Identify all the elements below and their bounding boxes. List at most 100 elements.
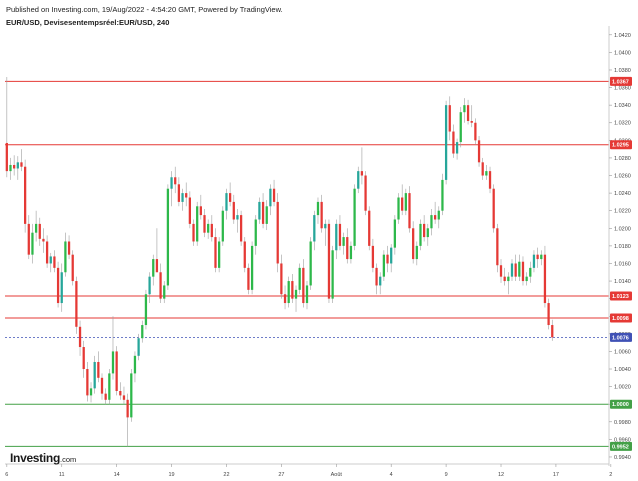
candle-body xyxy=(174,177,177,185)
candle xyxy=(342,232,345,255)
candle-body xyxy=(265,206,268,224)
candle-body xyxy=(408,193,411,229)
candle-body xyxy=(401,197,404,211)
candle xyxy=(155,228,159,273)
candle-body xyxy=(82,347,85,370)
candle xyxy=(126,393,129,447)
candle xyxy=(119,382,122,400)
candle-body xyxy=(397,197,400,220)
candle xyxy=(67,235,71,260)
candle-body xyxy=(382,254,386,277)
candle-body xyxy=(188,197,191,224)
candle-body xyxy=(507,276,510,282)
candle-body xyxy=(159,272,162,299)
candle xyxy=(148,272,151,304)
candle-body xyxy=(316,201,320,216)
candle xyxy=(221,206,224,246)
candle xyxy=(122,386,126,405)
x-tick-label: 4 xyxy=(390,472,393,478)
candle xyxy=(540,250,543,266)
candle-body xyxy=(137,338,140,356)
candle-body xyxy=(393,219,396,248)
candle xyxy=(305,281,309,310)
candle xyxy=(163,281,166,304)
x-tick-label: 6 xyxy=(5,472,8,478)
candle-body xyxy=(228,193,232,202)
candle-body xyxy=(89,388,93,396)
candle-body xyxy=(485,171,488,176)
candle-body xyxy=(75,281,78,327)
candle xyxy=(207,219,210,239)
candle xyxy=(5,77,8,178)
candle xyxy=(426,223,429,246)
candle xyxy=(104,388,107,405)
candle xyxy=(488,166,492,194)
candle xyxy=(521,256,525,286)
candle-body xyxy=(536,254,539,260)
candle-body xyxy=(100,377,104,394)
candle-body xyxy=(298,267,301,290)
candle-body xyxy=(433,215,437,220)
level-badge-label: 1.0367 xyxy=(612,79,629,85)
x-tick-label: 2 xyxy=(609,472,612,478)
candle xyxy=(108,369,111,405)
candle-body xyxy=(335,223,338,251)
y-tick-label: 0.9960 xyxy=(614,437,631,443)
candle xyxy=(159,263,162,304)
candle xyxy=(181,188,184,211)
candle-body xyxy=(221,210,224,242)
candle xyxy=(357,166,360,194)
candle xyxy=(115,346,118,396)
candle xyxy=(397,193,400,224)
candle-body xyxy=(452,131,455,154)
y-tick-label: 1.0220 xyxy=(614,209,631,215)
candle xyxy=(386,245,389,273)
candle xyxy=(283,285,287,310)
candle-body xyxy=(23,166,27,224)
candle xyxy=(492,184,495,233)
candle-body xyxy=(45,241,49,264)
candle xyxy=(551,319,554,341)
candle xyxy=(97,351,100,383)
candle-body xyxy=(166,188,170,286)
candle xyxy=(529,261,532,283)
candle-body xyxy=(210,223,213,238)
candle-body xyxy=(34,223,38,233)
candle xyxy=(379,272,382,295)
candle xyxy=(218,237,221,273)
candle-body xyxy=(276,201,279,264)
candle-body xyxy=(280,263,283,295)
candle-body xyxy=(133,355,137,374)
level-badges: 1.0367 1.0295 1.0123 1.0098 1.0076 1.0000 0.99… xyxy=(610,76,632,451)
candle-body xyxy=(331,250,334,299)
level-badge xyxy=(610,399,632,409)
candle-body xyxy=(327,223,331,299)
level-badge-label: 1.0295 xyxy=(612,143,629,149)
candle-body xyxy=(375,267,378,286)
candle-body xyxy=(38,223,41,239)
candle-body xyxy=(86,369,89,396)
candle xyxy=(470,105,473,128)
candle-body xyxy=(49,256,52,264)
candle xyxy=(210,215,213,242)
y-tick-label: 1.0060 xyxy=(614,349,631,355)
candle xyxy=(390,244,393,273)
candle-body xyxy=(71,254,74,282)
candle-body xyxy=(148,276,151,295)
y-tick-label: 1.0160 xyxy=(614,261,631,267)
candle-body xyxy=(119,391,122,396)
candle xyxy=(375,263,378,295)
candle xyxy=(174,166,177,194)
candle xyxy=(137,333,140,361)
candle xyxy=(236,208,239,233)
y-tick-label: 0.9940 xyxy=(614,455,631,461)
candle xyxy=(423,215,426,242)
candle-body xyxy=(525,276,528,282)
candle xyxy=(441,173,444,216)
candle-body xyxy=(130,373,133,418)
time-axis: 6 11 14 19 22 27 Août 4 9 12 17 2 xyxy=(5,464,612,478)
candle xyxy=(16,156,19,180)
candle-body xyxy=(338,223,342,246)
candle-body xyxy=(247,267,250,290)
candle-body xyxy=(144,294,148,326)
